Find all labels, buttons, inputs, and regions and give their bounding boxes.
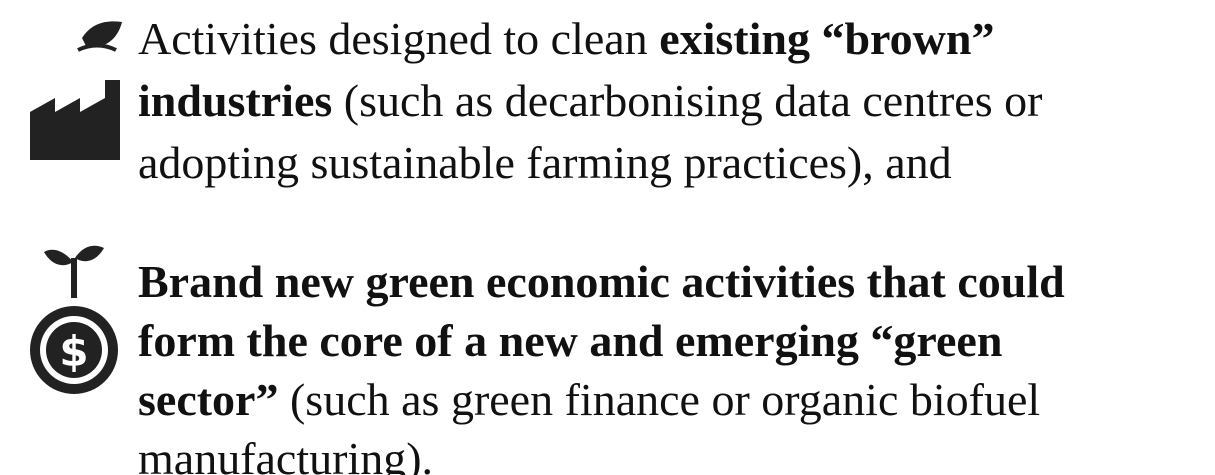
bold-text: Brand new green economic activities that… bbox=[138, 256, 1065, 307]
text-line: Brand new green economic activities that… bbox=[138, 252, 1065, 311]
text: manufacturing). bbox=[138, 433, 434, 475]
bold-text: industries bbox=[138, 75, 333, 126]
text: (such as green finance or organic biofue… bbox=[278, 374, 1041, 425]
text-line: Activities designed to clean existing “b… bbox=[138, 8, 1042, 70]
text: adopting sustainable farming practices),… bbox=[138, 137, 952, 188]
bold-text: existing “brown” bbox=[659, 13, 995, 64]
icons: $ bbox=[30, 21, 122, 394]
bold-text: sector” bbox=[138, 374, 279, 425]
text: Activities designed to clean bbox=[138, 13, 660, 64]
text-line: form the core of a new and emerging “gre… bbox=[138, 311, 1065, 370]
text-line: sector” (such as green finance or organi… bbox=[138, 370, 1065, 429]
factory-icon bbox=[30, 21, 122, 160]
text-line: adopting sustainable farming practices),… bbox=[138, 132, 1042, 194]
text-line: industries (such as decarbonising data c… bbox=[138, 70, 1042, 132]
text-line: manufacturing). bbox=[138, 429, 1065, 475]
bold-text: form the core of a new and emerging “gre… bbox=[138, 315, 1003, 366]
text: (such as decarbonising data centres or bbox=[332, 75, 1043, 126]
money-plant-icon: $ bbox=[30, 245, 118, 394]
item: Brand new green economic activities that… bbox=[138, 252, 1065, 475]
svg-text:$: $ bbox=[59, 327, 88, 376]
item: Activities designed to clean existing “b… bbox=[138, 8, 1042, 194]
